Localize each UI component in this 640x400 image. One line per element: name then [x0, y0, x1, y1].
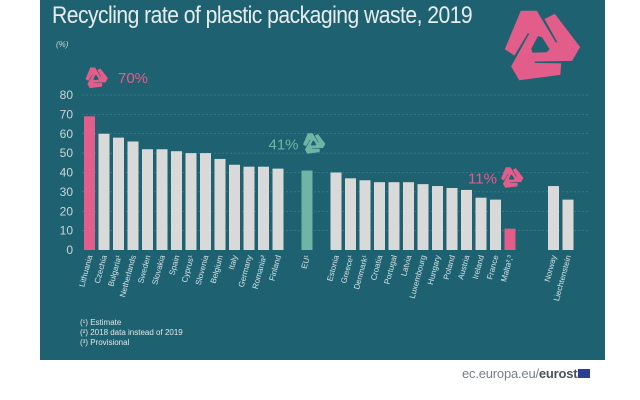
source-prefix: ec.europa.eu/: [462, 366, 539, 381]
annotation-label: 70%: [118, 70, 148, 87]
x-tick-label: Belgium: [209, 254, 225, 285]
bar-cyprus: [185, 153, 197, 250]
x-tick-label: Croatia: [369, 254, 385, 282]
recycle-icon: [504, 10, 581, 81]
recycle-icon: [501, 167, 524, 188]
footnote: (²) 2018 data instead of 2019: [80, 328, 183, 337]
x-tick-label: Poland: [442, 254, 457, 280]
x-tick-label: EU¹: [300, 254, 312, 270]
bar-luxembourg: [417, 184, 429, 250]
bar-belgium: [214, 158, 226, 250]
x-tick-label: Malta²,³: [499, 254, 515, 283]
x-tick-label: Austria: [456, 254, 471, 281]
bar-eu: [301, 170, 313, 250]
bar-romania: [258, 166, 269, 250]
bar-austria: [461, 189, 472, 250]
annotation-label: 11%: [468, 171, 497, 188]
bar-italy: [229, 164, 240, 250]
bar-norway: [548, 186, 559, 250]
bar-latvia: [403, 182, 414, 250]
x-tick-label: Hungary: [426, 254, 443, 286]
x-tick-label: France: [485, 254, 500, 281]
y-tick-label: 50: [60, 146, 74, 160]
bar-greece: [345, 178, 356, 250]
bar-france: [490, 199, 501, 250]
x-tick-label: Slovakia: [150, 254, 167, 286]
y-tick-label: 80: [60, 88, 74, 102]
bar-spain: [171, 151, 182, 250]
bar-poland: [446, 188, 458, 250]
bar-chart: 0 10 20 30 40 50 60 70 80 LithuaniaCzechiaBulgar…: [60, 10, 590, 302]
y-tick-label: 10: [60, 224, 74, 238]
bar-liechtenstein: [562, 199, 574, 250]
bar-estonia: [330, 172, 342, 250]
y-tick-label: 30: [60, 185, 74, 199]
bar-hungary: [432, 186, 443, 250]
bar-germany: [243, 166, 255, 250]
bar-finland: [272, 168, 284, 250]
bar-portugal: [388, 182, 400, 250]
bar-czechia: [98, 133, 110, 250]
bar-bulgaria: [113, 137, 124, 250]
bar-slovenia: [200, 153, 211, 250]
x-tick-label: Denmark¹: [352, 254, 370, 291]
x-tick-label: Cyprus¹: [180, 254, 196, 284]
eu-flag-icon: [578, 369, 590, 378]
x-tick-label: Norway: [543, 254, 559, 283]
recycle-icon: [303, 133, 326, 154]
source-link[interactable]: ec.europa.eu/eurostat: [462, 366, 589, 381]
x-axis-labels: LithuaniaCzechiaBulgaria¹NetherlandsSwed…: [77, 254, 573, 302]
unit-label: (%): [56, 40, 69, 49]
bar-lithuania: [84, 116, 95, 250]
bar-sweden: [142, 149, 153, 250]
y-tick-label: 20: [60, 204, 74, 218]
recycle-icon: [85, 67, 108, 89]
y-tick-label: 0: [66, 243, 73, 257]
x-tick-label: Finland: [267, 254, 282, 282]
x-tick-label: Sweden: [136, 254, 152, 284]
bar-denmark: [359, 180, 371, 250]
footnote: (³) Provisional: [80, 338, 130, 347]
bar-netherlands: [127, 141, 139, 250]
x-tick-label: Greece¹: [339, 254, 355, 285]
annotations: 70% 41% 11%: [85, 67, 524, 188]
y-axis: 0 10 20 30 40 50 60 70 80: [60, 88, 74, 257]
x-tick-label: Romania²: [251, 254, 269, 290]
bar-ireland: [475, 197, 487, 250]
recycle-icon: [504, 10, 581, 81]
y-tick-label: 40: [60, 166, 74, 180]
x-tick-label: Portugal: [383, 254, 399, 285]
footnote: (¹) Estimate: [80, 318, 122, 327]
x-tick-label: Estonia: [325, 254, 341, 283]
bar-slovakia: [156, 149, 168, 250]
x-tick-label: Czechia: [93, 254, 109, 285]
annotation-label: 41%: [268, 137, 298, 154]
x-tick-label: Latvia: [399, 254, 413, 277]
y-tick-label: 70: [60, 107, 74, 121]
bars: [84, 116, 574, 250]
source-brand: eurostat: [538, 366, 589, 381]
x-tick-label: Spain: [167, 254, 181, 276]
x-tick-label: Ireland: [471, 254, 486, 280]
bar-malta: [504, 228, 516, 250]
y-tick-label: 60: [60, 127, 74, 141]
x-tick-label: Italy: [227, 254, 239, 271]
chart-title: Recycling rate of plastic packaging wast…: [52, 2, 473, 29]
bar-croatia: [374, 182, 385, 250]
